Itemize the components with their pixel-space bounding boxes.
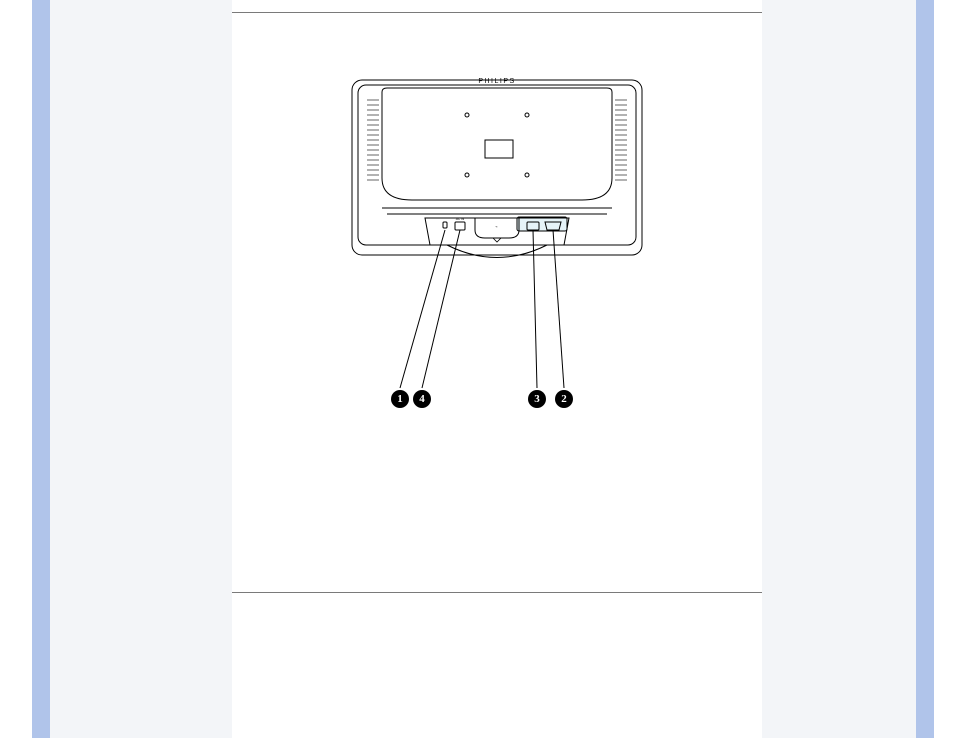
side-bar-right (916, 0, 934, 738)
side-bar-left (32, 0, 50, 738)
callout-3: 3 (528, 390, 546, 408)
content-column: PHILIPS (232, 0, 762, 738)
rear-view-diagram: PHILIPS (232, 70, 762, 450)
brand-text: PHILIPS (478, 78, 515, 85)
callout-1: 1 (391, 390, 409, 408)
callout-2: 2 (555, 390, 573, 408)
acin-label: AC IN (456, 217, 465, 221)
callout-4: 4 (413, 390, 431, 408)
page: PHILIPS (0, 0, 954, 738)
rule-top (232, 12, 762, 13)
monitor-rear-svg: PHILIPS (347, 70, 647, 270)
svg-text:⌁: ⌁ (495, 224, 498, 229)
rule-bottom (232, 592, 762, 593)
